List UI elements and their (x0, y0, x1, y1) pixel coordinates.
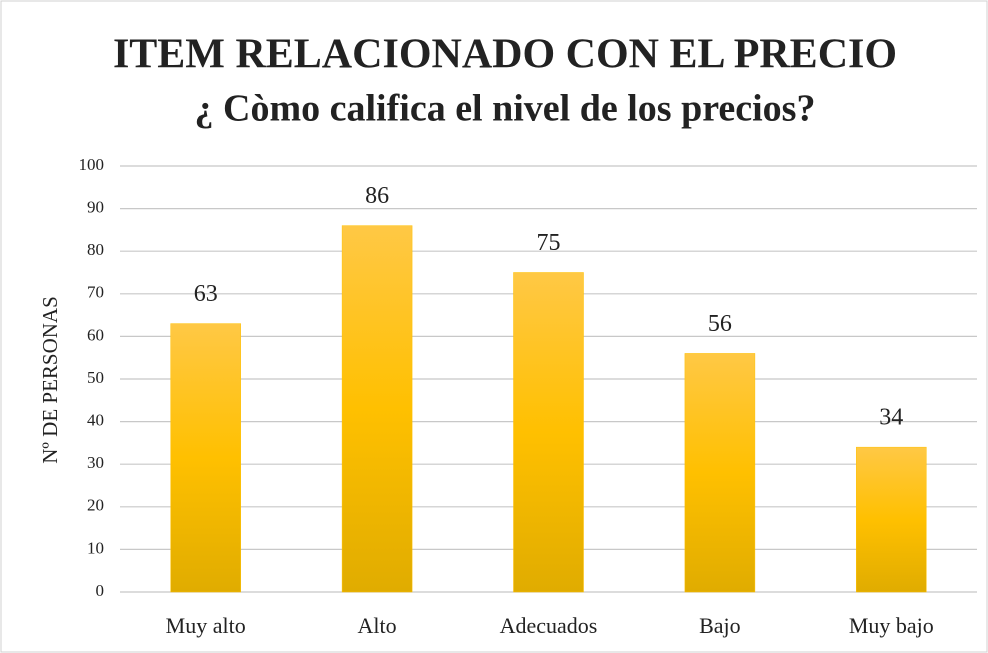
bar (684, 353, 756, 593)
x-tick-label: Adecuados (500, 613, 598, 638)
chart-subtitle: ¿ Còmo califica el nivel de los precios? (195, 88, 816, 130)
value-label: 86 (365, 183, 389, 209)
y-tick-label: 100 (79, 155, 105, 174)
x-tick-label: Alto (358, 613, 397, 638)
bar (170, 323, 241, 593)
value-label: 75 (537, 230, 561, 256)
x-tick-label: Bajo (699, 613, 741, 638)
value-label: 63 (194, 281, 218, 307)
x-tick-label: Muy alto (166, 613, 246, 638)
y-tick-label: 80 (87, 240, 104, 259)
chart-title: ITEM RELACIONADO CON EL PRECIO (113, 32, 897, 78)
y-tick-label: 90 (87, 198, 104, 217)
bar (513, 272, 584, 593)
y-tick-label: 0 (96, 581, 105, 600)
y-tick-label: 20 (87, 496, 104, 515)
x-tick-label: Muy bajo (849, 613, 934, 638)
y-tick-label: 50 (87, 368, 104, 387)
y-tick-label: 10 (87, 538, 104, 557)
y-tick-label: 30 (87, 453, 104, 472)
y-tick-label: 60 (87, 325, 104, 344)
value-label: 56 (708, 311, 732, 337)
y-axis-label: Nº DE PERSONAS (38, 296, 62, 464)
y-tick-label: 40 (87, 411, 104, 430)
bar (341, 225, 413, 593)
bar (856, 446, 927, 593)
value-label: 34 (879, 405, 903, 431)
y-tick-label: 70 (87, 283, 104, 302)
